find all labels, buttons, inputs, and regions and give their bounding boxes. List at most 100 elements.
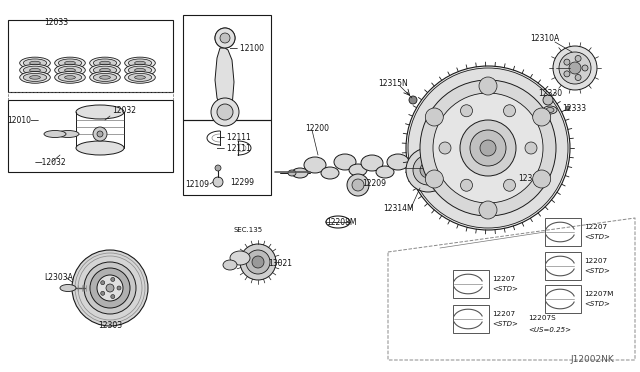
Circle shape xyxy=(90,268,130,308)
Bar xyxy=(8,20,173,92)
Ellipse shape xyxy=(128,73,152,81)
Ellipse shape xyxy=(125,64,156,76)
Circle shape xyxy=(93,127,107,141)
Circle shape xyxy=(532,108,550,126)
Text: 12207: 12207 xyxy=(492,276,515,282)
Ellipse shape xyxy=(349,164,367,176)
Text: 12010―: 12010― xyxy=(7,115,38,125)
Circle shape xyxy=(480,140,496,156)
Circle shape xyxy=(420,162,436,178)
Text: 12303: 12303 xyxy=(98,321,122,330)
Ellipse shape xyxy=(223,260,237,270)
Ellipse shape xyxy=(57,131,79,138)
Ellipse shape xyxy=(20,71,51,83)
Text: 12207: 12207 xyxy=(584,258,607,264)
Bar xyxy=(453,270,489,298)
Ellipse shape xyxy=(93,59,116,67)
Circle shape xyxy=(566,106,570,110)
Circle shape xyxy=(564,59,570,65)
Ellipse shape xyxy=(134,68,145,72)
Ellipse shape xyxy=(125,71,156,83)
Ellipse shape xyxy=(44,131,66,138)
Circle shape xyxy=(211,98,239,126)
Ellipse shape xyxy=(543,106,557,114)
Circle shape xyxy=(215,28,235,48)
Ellipse shape xyxy=(361,155,383,171)
Circle shape xyxy=(111,295,115,299)
Circle shape xyxy=(479,77,497,95)
Text: 12200: 12200 xyxy=(305,124,329,132)
Text: ― 12111: ― 12111 xyxy=(217,132,251,141)
Circle shape xyxy=(575,74,581,80)
Ellipse shape xyxy=(54,57,85,69)
Ellipse shape xyxy=(20,57,51,69)
Circle shape xyxy=(72,250,148,326)
Ellipse shape xyxy=(58,59,82,67)
Circle shape xyxy=(433,93,543,203)
Circle shape xyxy=(215,28,235,48)
Ellipse shape xyxy=(387,154,409,170)
Ellipse shape xyxy=(58,66,82,74)
Circle shape xyxy=(559,52,591,84)
Text: 12207M: 12207M xyxy=(584,291,613,297)
Text: SEC.135: SEC.135 xyxy=(233,227,262,233)
Circle shape xyxy=(461,179,472,191)
Circle shape xyxy=(479,201,497,219)
Bar xyxy=(453,305,489,333)
Circle shape xyxy=(543,95,553,105)
Ellipse shape xyxy=(100,76,111,79)
Text: 12207: 12207 xyxy=(584,224,607,230)
Polygon shape xyxy=(215,48,234,110)
Text: 12331: 12331 xyxy=(518,173,542,183)
Circle shape xyxy=(575,55,581,61)
Ellipse shape xyxy=(29,61,40,65)
Text: 12315N: 12315N xyxy=(378,78,408,87)
Circle shape xyxy=(564,71,570,77)
Ellipse shape xyxy=(29,76,40,79)
Ellipse shape xyxy=(90,71,120,83)
Circle shape xyxy=(439,142,451,154)
Ellipse shape xyxy=(292,168,308,178)
Circle shape xyxy=(569,62,581,74)
Text: 12299: 12299 xyxy=(230,177,254,186)
Text: 12033: 12033 xyxy=(44,17,68,26)
Circle shape xyxy=(426,170,444,188)
Circle shape xyxy=(100,281,105,285)
Ellipse shape xyxy=(100,68,111,72)
Circle shape xyxy=(532,170,550,188)
Text: <STD>: <STD> xyxy=(584,301,610,307)
Text: —12032: —12032 xyxy=(35,157,67,167)
Circle shape xyxy=(220,33,230,43)
Text: 12109: 12109 xyxy=(185,180,209,189)
Text: <STD>: <STD> xyxy=(492,286,518,292)
Text: 12333: 12333 xyxy=(562,103,586,112)
Circle shape xyxy=(406,148,450,192)
Ellipse shape xyxy=(65,68,76,72)
Text: <STD>: <STD> xyxy=(584,268,610,274)
Ellipse shape xyxy=(20,64,51,76)
Text: 12209: 12209 xyxy=(362,179,386,187)
Text: 12208M: 12208M xyxy=(326,218,356,227)
Ellipse shape xyxy=(58,73,82,81)
Circle shape xyxy=(504,179,515,191)
Ellipse shape xyxy=(100,61,111,65)
Ellipse shape xyxy=(60,285,76,292)
Text: ― 12100: ― 12100 xyxy=(230,44,264,52)
Text: J12002NK: J12002NK xyxy=(570,356,614,365)
Ellipse shape xyxy=(128,59,152,67)
Circle shape xyxy=(97,131,103,137)
Text: <US=0.25>: <US=0.25> xyxy=(528,327,571,333)
Ellipse shape xyxy=(65,76,76,79)
Circle shape xyxy=(470,130,506,166)
Circle shape xyxy=(582,65,588,71)
Circle shape xyxy=(553,46,597,90)
Circle shape xyxy=(461,105,472,117)
Ellipse shape xyxy=(376,166,394,178)
Circle shape xyxy=(409,96,417,104)
Ellipse shape xyxy=(90,64,120,76)
Circle shape xyxy=(246,250,270,274)
Ellipse shape xyxy=(54,71,85,83)
Circle shape xyxy=(352,179,364,191)
Ellipse shape xyxy=(321,167,339,179)
Circle shape xyxy=(413,155,443,185)
